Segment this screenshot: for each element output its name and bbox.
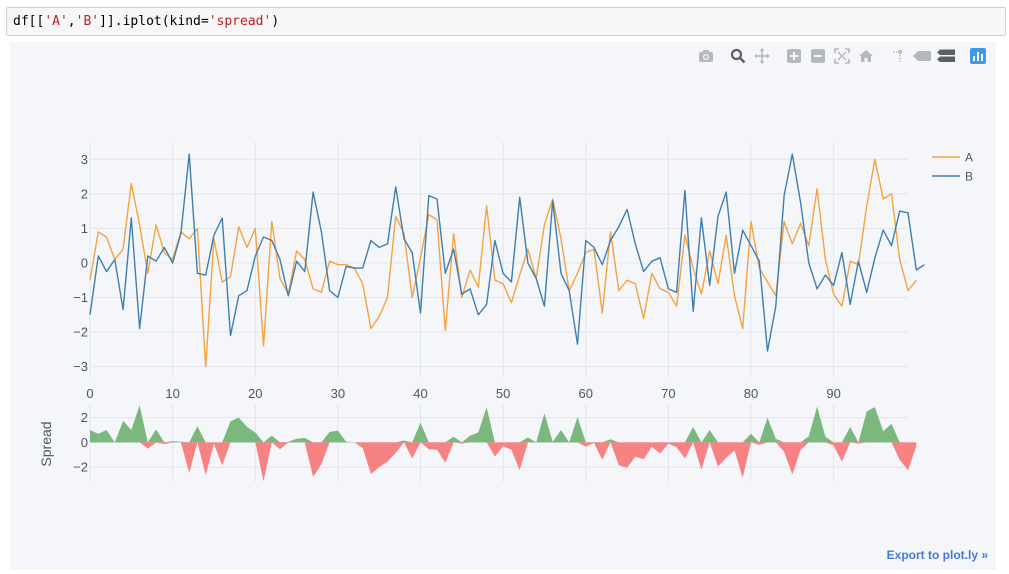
code-suffix: ) (271, 14, 280, 29)
spread-chart: 0 10 20 30 40 50 60 70 80 90 −3 −2 −1 0 1 2 3 −2 0 2 AB Sp… (38, 142, 973, 482)
main-y-tick-label: −3 (73, 359, 88, 374)
code-string-kind: 'spread' (208, 14, 272, 29)
legend-label-a[interactable]: A (965, 151, 973, 165)
x-tick-label: 50 (496, 386, 510, 401)
code-mid: ]].iplot(kind= (99, 14, 209, 29)
legend[interactable]: AB (932, 151, 973, 184)
main-plot-grid (89, 142, 908, 377)
spread-areas (90, 405, 917, 482)
hover-compare-icon[interactable] (934, 46, 958, 66)
main-y-tick-label: −1 (73, 290, 88, 305)
series-line-b[interactable] (89, 153, 925, 352)
main-plot-ticks: 0 10 20 30 40 50 60 70 80 90 −3 −2 −1 0 1 2 3 (73, 152, 841, 401)
code-sep: , (67, 14, 76, 29)
autoscale-icon[interactable] (830, 46, 854, 66)
x-tick-label: 70 (661, 386, 675, 401)
x-tick-label: 80 (744, 386, 758, 401)
zoom-out-icon[interactable] (806, 46, 830, 66)
x-tick-label: 40 (413, 386, 427, 401)
spread-y-tick-label: 2 (81, 410, 88, 425)
x-tick-label: 30 (331, 386, 345, 401)
code-cell[interactable]: df[['A','B']].iplot(kind='spread') (6, 7, 1006, 36)
spread-plot-grid (89, 404, 908, 482)
spread-y-axis-label: Spread (38, 421, 54, 466)
spread-plot-ticks: −2 0 2 (73, 410, 88, 475)
main-y-tick-label: 2 (81, 186, 88, 201)
legend-label-b[interactable]: B (965, 170, 973, 184)
code-prefix: df[[ (13, 14, 45, 29)
spike-lines-icon[interactable] (886, 46, 910, 66)
reset-axes-icon[interactable] (854, 46, 878, 66)
camera-icon[interactable] (694, 46, 718, 66)
hover-closest-icon[interactable] (910, 46, 934, 66)
plot-modebar (694, 46, 990, 66)
zoom-icon[interactable] (726, 46, 750, 66)
spread-positive-area[interactable] (90, 405, 917, 443)
zoom-in-icon[interactable] (782, 46, 806, 66)
code-string-a: 'A' (44, 14, 68, 29)
main-y-tick-label: 3 (81, 152, 88, 167)
main-y-tick-label: 1 (81, 221, 88, 236)
pan-icon[interactable] (750, 46, 774, 66)
main-plot-lines (89, 153, 925, 368)
main-y-tick-label: −2 (73, 325, 88, 340)
x-tick-label: 90 (826, 386, 840, 401)
x-tick-label: 60 (579, 386, 593, 401)
x-tick-label: 0 (86, 386, 93, 401)
export-to-plotly-link[interactable]: Export to plot.ly » (886, 548, 988, 562)
x-tick-label: 20 (248, 386, 262, 401)
x-tick-label: 10 (165, 386, 179, 401)
plotly-logo-icon[interactable] (966, 46, 990, 66)
main-y-tick-label: 0 (81, 255, 88, 270)
spread-y-tick-label: 0 (81, 435, 88, 450)
code-string-b: 'B' (75, 14, 100, 29)
spread-y-tick-label: −2 (73, 460, 88, 475)
